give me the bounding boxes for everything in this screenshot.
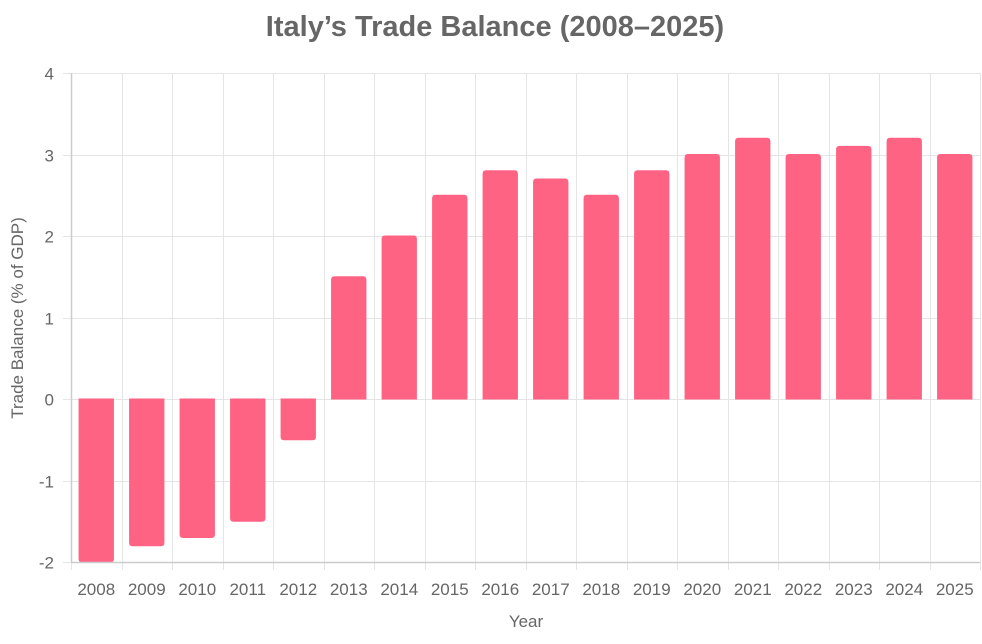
bar-2011 bbox=[230, 398, 266, 522]
x-tick-label: 2012 bbox=[279, 580, 317, 599]
bar-2016 bbox=[482, 170, 518, 400]
x-tick-label: 2021 bbox=[734, 580, 772, 599]
x-tick-label: 2008 bbox=[77, 580, 115, 599]
bar-2021 bbox=[735, 137, 771, 400]
y-tick-label: 3 bbox=[45, 147, 54, 166]
x-tick-label: 2013 bbox=[330, 580, 368, 599]
bar-2010 bbox=[179, 398, 215, 539]
x-tick-label: 2024 bbox=[885, 580, 923, 599]
bar-2024 bbox=[886, 137, 922, 400]
bar-2025 bbox=[937, 154, 973, 400]
y-tick-label: 0 bbox=[45, 391, 54, 410]
bar-2020 bbox=[684, 154, 720, 400]
y-tick-label: -2 bbox=[39, 554, 54, 573]
y-axis-title: Trade Balance (% of GDP) bbox=[8, 217, 27, 419]
x-tick-label: 2014 bbox=[380, 580, 418, 599]
y-tick-label: 2 bbox=[45, 228, 54, 247]
x-axis-title: Year bbox=[509, 612, 544, 631]
x-tick-label: 2019 bbox=[633, 580, 671, 599]
bar-2013 bbox=[331, 276, 367, 400]
y-tick-label: 1 bbox=[45, 310, 54, 329]
x-tick-label: 2015 bbox=[431, 580, 469, 599]
bar-2015 bbox=[432, 194, 468, 400]
x-tick-label: 2011 bbox=[229, 580, 266, 599]
x-tick-label: 2010 bbox=[178, 580, 216, 599]
x-tick-label: 2017 bbox=[532, 580, 570, 599]
x-tick-label: 2025 bbox=[936, 580, 974, 599]
x-tick-labels: 2008 2009 2010 2011 2012 2013 2014 2015 2016 2017… bbox=[77, 580, 973, 599]
y-tick-labels: -2 -1 0 1 2 3 4 bbox=[39, 65, 54, 573]
bar-2023 bbox=[836, 145, 872, 400]
x-tick-label: 2023 bbox=[835, 580, 873, 599]
x-tick-label: 2009 bbox=[128, 580, 166, 599]
bar-2014 bbox=[381, 235, 417, 400]
y-tick-label: -1 bbox=[39, 473, 54, 492]
x-tick-label: 2022 bbox=[784, 580, 822, 599]
bars bbox=[78, 137, 973, 563]
y-tick-label: 4 bbox=[45, 65, 54, 84]
x-tick-label: 2020 bbox=[683, 580, 721, 599]
bar-2008 bbox=[78, 398, 114, 563]
chart-title: Italy’s Trade Balance (2008–2025) bbox=[266, 11, 724, 43]
bar-2018 bbox=[583, 194, 619, 400]
axes bbox=[70, 73, 980, 564]
bar-2009 bbox=[129, 398, 165, 547]
bar-2017 bbox=[533, 178, 569, 400]
bar-2019 bbox=[634, 170, 670, 400]
bar-2022 bbox=[785, 154, 821, 400]
grid-lines bbox=[63, 73, 981, 570]
x-tick-label: 2016 bbox=[481, 580, 519, 599]
x-tick-label: 2018 bbox=[582, 580, 620, 599]
bar-2012 bbox=[280, 398, 316, 441]
